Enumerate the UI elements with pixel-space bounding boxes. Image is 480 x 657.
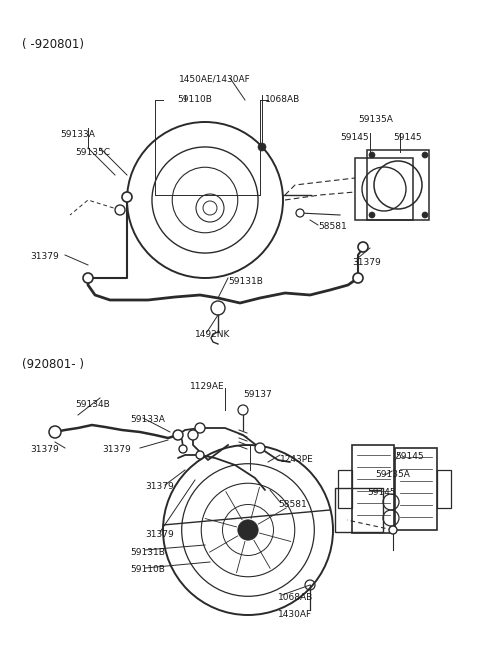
Text: 59135C: 59135C	[75, 148, 110, 157]
Circle shape	[173, 430, 183, 440]
Text: 1450AE/1430AF: 1450AE/1430AF	[179, 75, 251, 84]
Circle shape	[369, 212, 375, 218]
Text: 59137: 59137	[243, 390, 272, 399]
Text: 59145: 59145	[395, 452, 424, 461]
Circle shape	[353, 273, 363, 283]
Text: 31379: 31379	[352, 258, 381, 267]
Circle shape	[258, 143, 266, 151]
Circle shape	[296, 209, 304, 217]
Circle shape	[122, 192, 132, 202]
Circle shape	[83, 273, 93, 283]
Text: 59110B: 59110B	[178, 95, 213, 104]
Text: 31379: 31379	[30, 445, 59, 454]
Text: 59145: 59145	[393, 133, 421, 142]
Text: 59135A: 59135A	[375, 470, 410, 479]
Text: 58581: 58581	[278, 500, 307, 509]
Bar	[352, 445, 394, 533]
Bar	[367, 150, 429, 220]
Text: 31379: 31379	[102, 445, 131, 454]
Text: 59145: 59145	[340, 133, 369, 142]
Circle shape	[238, 520, 258, 540]
Circle shape	[422, 212, 428, 218]
Text: 1492NK: 1492NK	[195, 330, 230, 339]
Circle shape	[179, 445, 187, 453]
Circle shape	[195, 423, 205, 433]
Circle shape	[49, 426, 61, 438]
Text: 59135A: 59135A	[358, 115, 393, 124]
Text: 59131B: 59131B	[228, 277, 263, 286]
Text: 31379: 31379	[30, 252, 59, 261]
Text: 59134B: 59134B	[75, 400, 110, 409]
Circle shape	[196, 451, 204, 459]
Text: 59133A: 59133A	[60, 130, 95, 139]
Text: 1068AB: 1068AB	[278, 593, 313, 602]
Text: 1068AB: 1068AB	[265, 95, 300, 104]
Text: 1243PE: 1243PE	[280, 455, 314, 464]
Circle shape	[358, 242, 368, 252]
Circle shape	[422, 152, 428, 158]
Bar	[335, 488, 383, 532]
Bar	[338, 470, 352, 508]
Text: 1129AE: 1129AE	[190, 382, 225, 391]
Text: (920801- ): (920801- )	[22, 358, 84, 371]
Circle shape	[115, 205, 125, 215]
Bar	[395, 448, 437, 530]
Text: ( -920801): ( -920801)	[22, 38, 84, 51]
Circle shape	[255, 443, 265, 453]
Text: 59110B: 59110B	[130, 565, 165, 574]
Text: 58581: 58581	[318, 222, 347, 231]
Circle shape	[389, 526, 397, 534]
Text: 59131B: 59131B	[130, 548, 165, 557]
Text: 31379: 31379	[145, 482, 174, 491]
Text: 31379: 31379	[145, 530, 174, 539]
Text: 1430AF: 1430AF	[278, 610, 312, 619]
Bar	[355, 158, 413, 220]
Circle shape	[188, 430, 198, 440]
Text: 59145: 59145	[367, 488, 396, 497]
Text: 59133A: 59133A	[130, 415, 165, 424]
Circle shape	[369, 152, 375, 158]
Bar	[437, 470, 451, 508]
